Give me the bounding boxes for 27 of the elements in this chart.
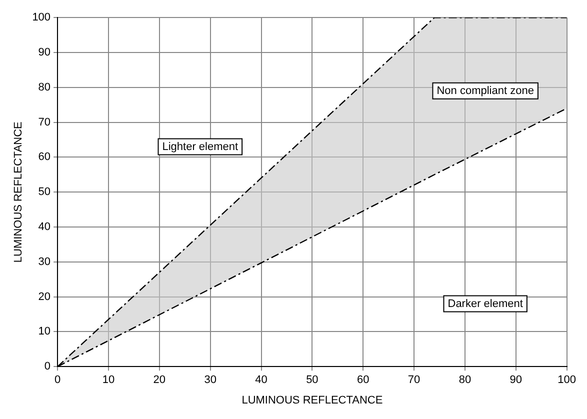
x-tick-label: 60 (356, 374, 370, 386)
y-tick-label: 80 (38, 81, 51, 94)
x-tick-label: 10 (102, 374, 115, 386)
y-tick-label: 30 (38, 256, 51, 268)
x-tick-label: 0 (54, 374, 61, 386)
y-tick-label: 100 (32, 12, 51, 24)
y-tick-label: 60 (38, 151, 51, 164)
y-axis-title: LUMINOUS REFLECTANCE (12, 122, 25, 263)
y-tick-label: 50 (38, 186, 51, 198)
y-tick-label: 0 (44, 360, 51, 373)
x-tick-label: 20 (153, 374, 166, 386)
y-tick-label: 20 (38, 290, 51, 303)
x-tick-label: 30 (204, 374, 216, 386)
x-axis-title: LUMINOUS REFLECTANCE (242, 394, 383, 406)
x-tick-label: 50 (306, 374, 318, 386)
x-tick-label: 70 (408, 374, 420, 386)
x-tick-label: 100 (558, 374, 576, 386)
annotation: Darker element (448, 298, 523, 310)
annotation: Non compliant zone (436, 84, 534, 97)
y-tick-label: 70 (38, 116, 51, 128)
x-tick-label: 80 (458, 374, 472, 386)
x-tick-label: 90 (510, 374, 522, 386)
y-tick-label: 10 (38, 326, 51, 338)
y-tick-label: 90 (38, 46, 51, 59)
x-tick-label: 40 (255, 374, 268, 386)
y-tick-label: 40 (38, 221, 51, 234)
annotation: Lighter element (162, 140, 238, 153)
